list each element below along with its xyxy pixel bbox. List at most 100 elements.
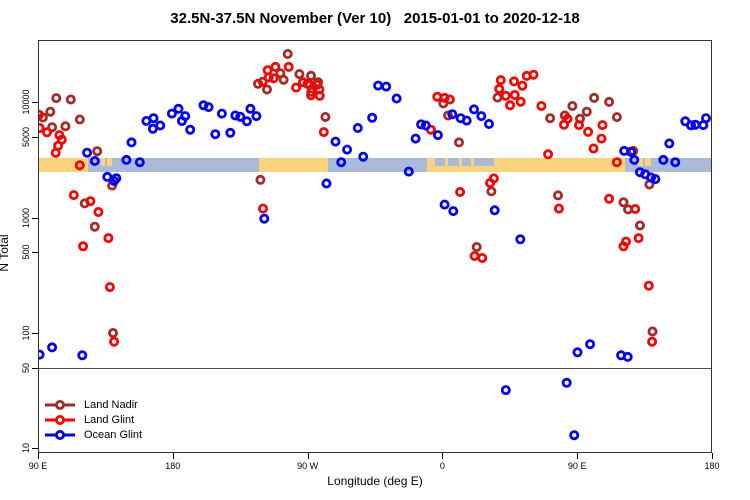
data-point-ocean-glint	[203, 102, 214, 113]
data-point-land-nadir	[453, 137, 464, 148]
data-point-ocean-glint	[416, 119, 427, 130]
data-point-land-nadir	[305, 70, 316, 81]
data-point-land-nadir	[255, 174, 266, 185]
data-point-ocean-glint	[245, 103, 256, 114]
data-point-ocean-glint	[367, 112, 378, 123]
x-tick-label: 180	[165, 461, 181, 471]
plot-area	[38, 40, 712, 453]
data-point-land-glint	[318, 127, 329, 138]
data-point-ocean-glint	[230, 110, 241, 121]
map-band-segment-land	[38, 157, 89, 172]
data-point-land-glint	[109, 336, 120, 347]
map-band-patch-ocean	[434, 157, 446, 166]
data-point-ocean-glint	[147, 123, 158, 134]
data-point-land-glint	[291, 82, 302, 93]
reference-line-50	[38, 368, 712, 369]
y-tick-label: 10000	[21, 89, 31, 115]
data-point-land-glint	[597, 120, 608, 131]
data-point-ocean-glint	[235, 111, 246, 122]
y-tick-label: 100	[21, 325, 31, 341]
data-point-land-nadir	[261, 84, 272, 95]
data-point-ocean-glint	[476, 111, 487, 122]
legend-label: Land Nadir	[84, 398, 138, 411]
data-point-ocean-glint	[448, 206, 459, 217]
data-point-land-glint	[553, 203, 564, 214]
data-point-ocean-glint	[391, 93, 402, 104]
data-point-land-glint	[562, 113, 573, 124]
data-point-ocean-glint	[569, 430, 580, 441]
data-point-ocean-glint	[126, 137, 137, 148]
x-tick-label: 0	[439, 461, 445, 471]
data-point-land-glint	[50, 147, 61, 158]
data-point-ocean-glint	[483, 119, 494, 130]
data-point-land-glint	[588, 143, 599, 154]
data-point-land-nadir	[618, 197, 629, 208]
data-point-ocean-glint	[664, 138, 675, 149]
data-point-land-glint	[257, 76, 268, 87]
data-point-ocean-glint	[410, 133, 421, 144]
data-point-ocean-glint	[225, 127, 236, 138]
legend-swatch-icon	[45, 429, 75, 440]
data-point-land-nadir	[611, 112, 622, 123]
data-point-land-glint	[494, 83, 505, 94]
map-band-patch-land	[645, 157, 652, 166]
data-point-ocean-glint	[185, 124, 196, 135]
data-point-land-glint	[543, 149, 554, 160]
data-points-layer	[38, 48, 712, 441]
data-point-land-nadir	[320, 112, 331, 123]
data-point-ocean-glint	[629, 154, 640, 165]
data-point-ocean-glint	[342, 144, 353, 155]
data-point-land-glint	[257, 203, 268, 214]
data-point-land-glint	[283, 61, 294, 72]
data-point-ocean-glint	[38, 349, 45, 360]
data-point-land-glint	[596, 133, 607, 144]
data-point-land-glint	[477, 252, 488, 263]
data-point-land-nadir	[553, 190, 564, 201]
data-point-land-glint	[38, 109, 44, 120]
data-point-ocean-glint	[358, 151, 369, 162]
data-point-land-glint	[643, 280, 654, 291]
legend-label: Land Glint	[84, 413, 135, 426]
x-tick-label: 90 W	[297, 461, 319, 471]
data-point-ocean-glint	[489, 205, 500, 216]
data-point-land-glint	[302, 78, 313, 89]
data-point-land-nadir	[45, 106, 56, 117]
data-point-ocean-glint	[420, 120, 431, 131]
x-tick-mark	[38, 453, 39, 459]
map-band-segment-ocean	[112, 157, 259, 172]
data-point-land-glint	[444, 94, 455, 105]
data-point-land-glint	[262, 65, 273, 76]
plot-border	[38, 40, 712, 453]
data-point-ocean-glint	[210, 129, 221, 140]
data-point-land-glint	[505, 100, 516, 111]
legend-item-land-glint: Land Glint	[44, 412, 142, 427]
y-tick-mark	[32, 333, 38, 334]
data-point-land-glint	[574, 120, 585, 131]
data-point-land-nadir	[545, 113, 556, 124]
data-point-ocean-glint	[585, 339, 596, 350]
y-tick-label: 5000	[21, 127, 31, 148]
data-point-land-nadir	[647, 326, 658, 337]
data-point-land-glint	[268, 73, 279, 84]
map-band-patch-land	[100, 157, 106, 166]
data-point-ocean-glint	[403, 166, 414, 177]
data-point-ocean-glint	[148, 113, 159, 124]
data-point-ocean-glint	[77, 350, 88, 361]
y-tick-label: 1000	[21, 207, 31, 228]
x-tick-mark	[577, 453, 579, 459]
legend-swatch-icon	[45, 399, 75, 410]
data-point-ocean-glint	[47, 342, 58, 353]
data-point-land-glint	[103, 233, 114, 244]
legend-item-land-nadir: Land Nadir	[44, 397, 142, 412]
data-point-land-nadir	[492, 92, 503, 103]
data-point-ocean-glint	[321, 178, 332, 189]
data-point-land-nadir	[108, 327, 119, 338]
y-tick-mark	[32, 367, 38, 369]
legend-label: Ocean Glint	[84, 428, 143, 441]
data-point-land-glint	[314, 90, 325, 101]
data-point-ocean-glint	[432, 130, 443, 141]
data-point-land-glint	[630, 203, 641, 214]
data-point-land-glint	[74, 160, 85, 171]
data-point-ocean-glint	[166, 108, 177, 119]
